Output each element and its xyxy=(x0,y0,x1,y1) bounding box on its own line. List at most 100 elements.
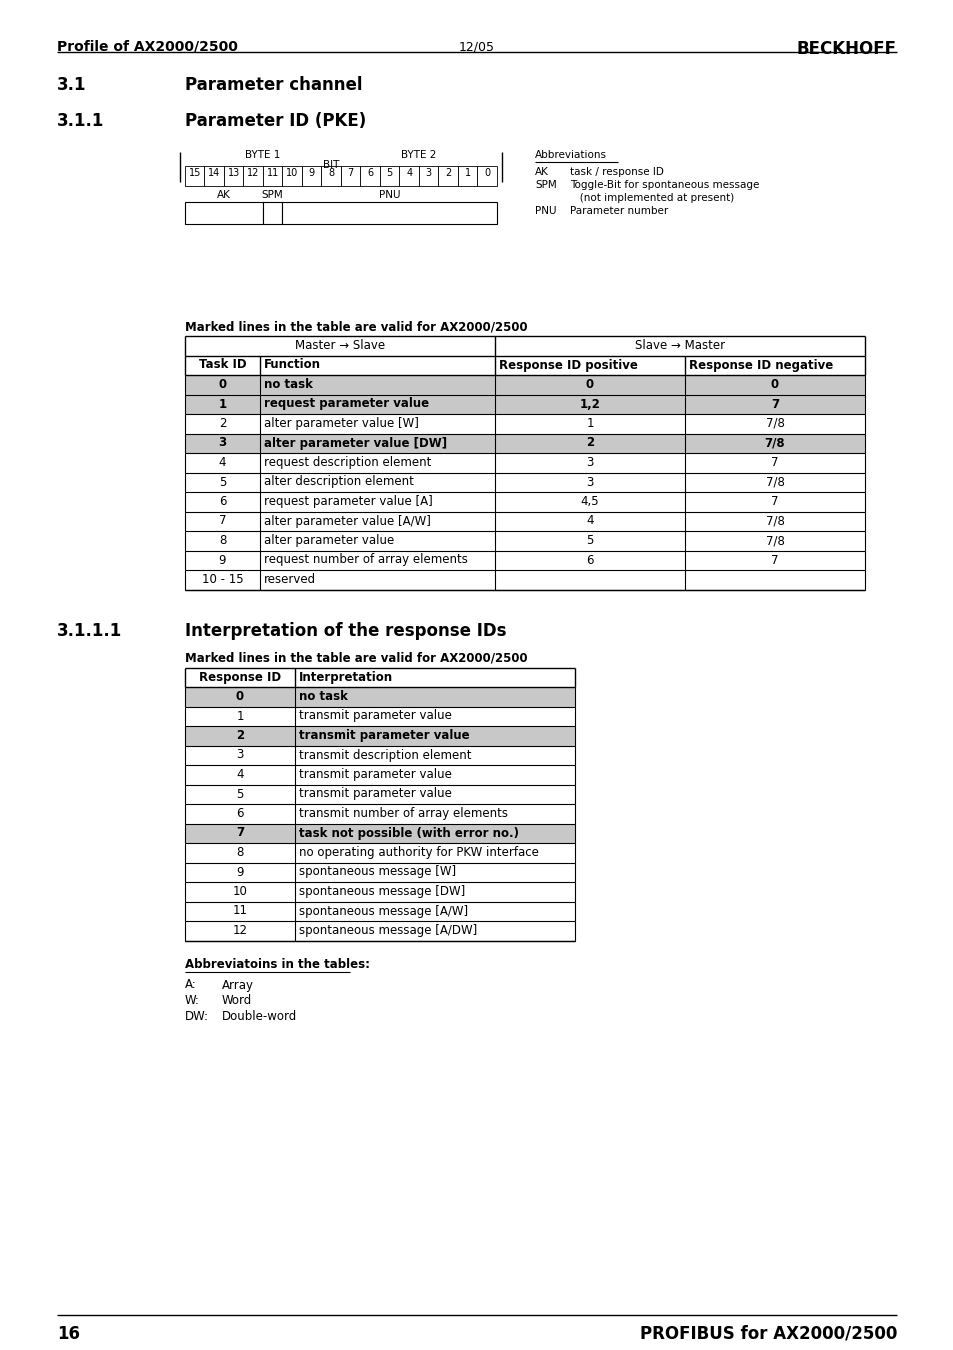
Text: 4,5: 4,5 xyxy=(580,495,598,508)
Text: Double-word: Double-word xyxy=(222,1011,297,1023)
Text: 7: 7 xyxy=(235,826,244,840)
Bar xyxy=(379,166,399,186)
Text: 7: 7 xyxy=(770,554,778,567)
Text: 2: 2 xyxy=(218,417,226,431)
Text: DW:: DW: xyxy=(185,1011,209,1023)
Text: Task ID: Task ID xyxy=(198,359,246,371)
Text: Toggle-Bit for spontaneous message: Toggle-Bit for spontaneous message xyxy=(569,180,759,190)
Text: task / response ID: task / response ID xyxy=(569,167,663,177)
Text: 3: 3 xyxy=(425,167,432,178)
Text: Slave → Master: Slave → Master xyxy=(635,339,724,352)
Text: 16: 16 xyxy=(57,1324,80,1343)
Text: transmit number of array elements: transmit number of array elements xyxy=(298,807,507,819)
Text: 3.1.1: 3.1.1 xyxy=(57,112,104,130)
Text: (not implemented at present): (not implemented at present) xyxy=(569,193,734,202)
Text: 6: 6 xyxy=(236,807,244,819)
Text: 4: 4 xyxy=(218,456,226,468)
Text: 7/8: 7/8 xyxy=(764,475,783,489)
Text: 3.1.1.1: 3.1.1.1 xyxy=(57,621,122,640)
Text: Abbreviations: Abbreviations xyxy=(535,150,606,161)
Bar xyxy=(185,394,864,414)
Text: 7: 7 xyxy=(770,456,778,468)
Bar xyxy=(321,166,340,186)
Text: 7/8: 7/8 xyxy=(764,514,783,528)
Text: 12: 12 xyxy=(247,167,259,178)
Bar xyxy=(185,375,864,394)
Bar xyxy=(185,202,263,224)
Text: 3: 3 xyxy=(236,748,243,761)
Text: 1: 1 xyxy=(464,167,471,178)
Text: 4: 4 xyxy=(586,514,593,528)
Text: 0: 0 xyxy=(585,378,594,392)
Bar xyxy=(263,202,282,224)
Text: BECKHOFF: BECKHOFF xyxy=(796,40,896,58)
Text: Response ID: Response ID xyxy=(199,671,281,683)
Text: Marked lines in the table are valid for AX2000/2500: Marked lines in the table are valid for … xyxy=(185,320,527,333)
Text: BYTE 2: BYTE 2 xyxy=(401,150,436,161)
Text: AK: AK xyxy=(217,190,231,200)
Text: 2: 2 xyxy=(235,729,244,742)
Text: alter parameter value [DW]: alter parameter value [DW] xyxy=(264,436,447,450)
Text: 7: 7 xyxy=(770,397,779,410)
Text: request parameter value: request parameter value xyxy=(264,397,429,410)
Text: Array: Array xyxy=(222,979,253,991)
Text: PROFIBUS for AX2000/2500: PROFIBUS for AX2000/2500 xyxy=(639,1324,896,1343)
Bar xyxy=(243,166,263,186)
Text: 5: 5 xyxy=(386,167,393,178)
Text: 0: 0 xyxy=(770,378,779,392)
Bar xyxy=(185,824,575,842)
Text: transmit parameter value: transmit parameter value xyxy=(298,787,452,801)
Text: 1: 1 xyxy=(218,397,226,410)
Bar xyxy=(438,166,457,186)
Text: 11: 11 xyxy=(233,904,247,918)
Text: Master → Slave: Master → Slave xyxy=(294,339,385,352)
Bar xyxy=(185,726,575,745)
Text: spontaneous message [W]: spontaneous message [W] xyxy=(298,865,456,879)
Text: no operating authority for PKW interface: no operating authority for PKW interface xyxy=(298,846,538,859)
Text: no task: no task xyxy=(264,378,313,392)
Text: Response ID positive: Response ID positive xyxy=(498,359,638,371)
Text: 1: 1 xyxy=(236,710,244,722)
Text: 9: 9 xyxy=(236,865,244,879)
Text: request parameter value [A]: request parameter value [A] xyxy=(264,495,433,508)
Text: Interpretation: Interpretation xyxy=(298,671,393,683)
Text: spontaneous message [DW]: spontaneous message [DW] xyxy=(298,886,465,898)
Text: Parameter number: Parameter number xyxy=(569,207,667,216)
Text: transmit parameter value: transmit parameter value xyxy=(298,768,452,782)
Bar xyxy=(224,166,243,186)
Text: W:: W: xyxy=(185,995,200,1007)
Text: A:: A: xyxy=(185,979,196,991)
Text: 3.1: 3.1 xyxy=(57,76,87,95)
Text: 8: 8 xyxy=(328,167,334,178)
Bar xyxy=(418,166,438,186)
Bar xyxy=(204,166,224,186)
Text: 7: 7 xyxy=(347,167,354,178)
Text: 4: 4 xyxy=(236,768,244,782)
Text: request description element: request description element xyxy=(264,456,431,468)
Text: BYTE 1: BYTE 1 xyxy=(245,150,280,161)
Text: BIT: BIT xyxy=(323,161,339,170)
Text: alter parameter value: alter parameter value xyxy=(264,535,394,547)
Text: transmit description element: transmit description element xyxy=(298,748,471,761)
Text: 15: 15 xyxy=(189,167,201,178)
Text: Function: Function xyxy=(264,359,320,371)
Text: 7/8: 7/8 xyxy=(764,417,783,431)
Text: reserved: reserved xyxy=(264,572,315,586)
Text: request number of array elements: request number of array elements xyxy=(264,554,467,567)
Text: alter description element: alter description element xyxy=(264,475,414,489)
Text: 10: 10 xyxy=(286,167,298,178)
Text: 6: 6 xyxy=(218,495,226,508)
Bar xyxy=(477,166,497,186)
Bar xyxy=(185,166,204,186)
Text: 0: 0 xyxy=(218,378,226,392)
Text: transmit parameter value: transmit parameter value xyxy=(298,729,469,742)
Text: spontaneous message [A/DW]: spontaneous message [A/DW] xyxy=(298,923,476,937)
Bar xyxy=(360,166,379,186)
Text: 8: 8 xyxy=(236,846,243,859)
Text: Parameter ID (PKE): Parameter ID (PKE) xyxy=(185,112,366,130)
Bar xyxy=(282,166,302,186)
Text: task not possible (with error no.): task not possible (with error no.) xyxy=(298,826,518,840)
Bar xyxy=(185,433,864,454)
Bar xyxy=(263,166,282,186)
Text: Profile of AX2000/2500: Profile of AX2000/2500 xyxy=(57,40,237,54)
